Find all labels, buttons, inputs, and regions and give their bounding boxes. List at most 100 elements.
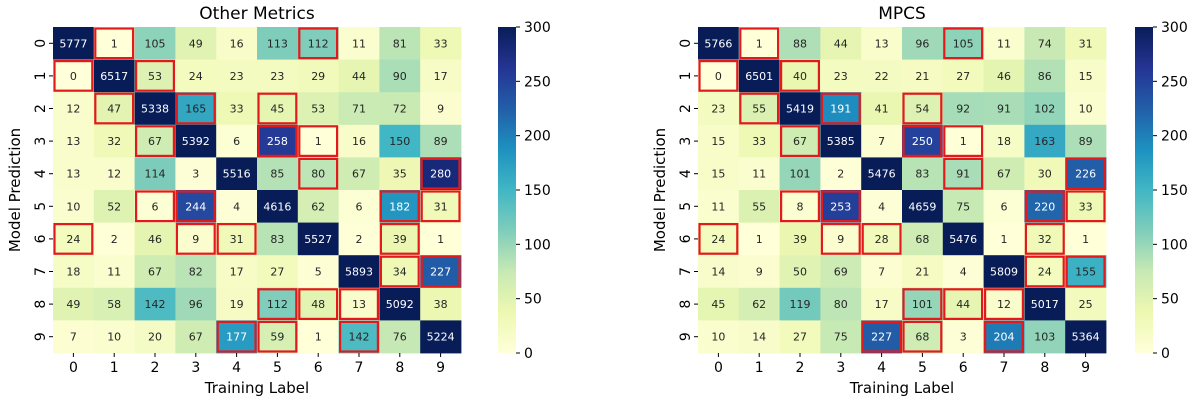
- cell-value-label: 7: [878, 135, 885, 148]
- heatmap-cell: [1024, 92, 1066, 126]
- cell-value-label: 5338: [141, 103, 169, 116]
- heatmap-cell: [134, 287, 176, 321]
- cell-value-label: 6: [152, 200, 159, 213]
- cell-value-label: 23: [230, 70, 244, 83]
- cell-value-label: 5385: [827, 135, 855, 148]
- cell-value-label: 90: [393, 70, 407, 83]
- x-tick-label: 7: [1000, 360, 1009, 376]
- cell-value-label: 67: [148, 266, 162, 279]
- heatmap-cell: [379, 27, 421, 60]
- cell-value-label: 11: [752, 168, 766, 181]
- cell-value-label: 9: [437, 103, 444, 116]
- x-tick-label: 6: [959, 360, 968, 376]
- heatmap-cell: [983, 287, 1025, 321]
- heatmap-cell: [216, 287, 258, 321]
- highlight-box: [902, 288, 943, 320]
- cell-value-label: 10: [711, 331, 725, 344]
- heatmap-cell: [902, 92, 944, 126]
- heatmap-cell: [93, 190, 135, 223]
- cell-value-label: 47: [107, 103, 121, 116]
- heatmap-cell: [861, 190, 903, 223]
- heatmap-cell: [420, 287, 462, 321]
- heatmap-cell: [738, 287, 780, 321]
- heatmap-cell: [379, 222, 421, 256]
- cell-value-label: 6501: [745, 70, 773, 83]
- cell-value-label: 258: [267, 135, 288, 148]
- cell-value-label: 32: [1038, 233, 1052, 246]
- heatmap-cell: [738, 124, 780, 158]
- cell-value-label: 226: [1075, 168, 1096, 181]
- cell-value-label: 45: [270, 103, 284, 116]
- x-tick-label: 1: [755, 360, 764, 376]
- cell-value-label: 24: [66, 233, 80, 246]
- y-tick-label: 4: [678, 169, 694, 178]
- cell-value-label: 82: [189, 266, 203, 279]
- heatmap-cell: [420, 190, 462, 223]
- cell-value-label: 2: [356, 233, 363, 246]
- highlight-box: [698, 59, 739, 92]
- heatmap-cell: [257, 320, 299, 354]
- colorbar-tick-label: 100: [524, 237, 551, 253]
- colorbar-tick-label: 250: [524, 74, 551, 90]
- colorbar-tick-label: 100: [1161, 237, 1188, 253]
- x-tick-label: 3: [836, 360, 845, 376]
- heatmap-cell: [902, 59, 944, 93]
- heatmap-cell: [861, 92, 903, 126]
- cell-value-label: 12: [66, 103, 80, 116]
- highlight-box: [175, 92, 216, 125]
- cell-value-label: 220: [1034, 200, 1055, 213]
- heatmap-cell: [93, 27, 135, 60]
- cell-value-label: 67: [189, 331, 203, 344]
- heatmap-cell: [93, 157, 135, 191]
- cell-value-label: 9: [837, 233, 844, 246]
- highlight-box: [175, 223, 216, 255]
- x-tick-label: 0: [69, 360, 78, 376]
- heatmap-cell: [175, 190, 217, 223]
- colorbar: [498, 27, 516, 353]
- cell-value-label: 67: [352, 168, 366, 181]
- cell-value-label: 2: [111, 233, 118, 246]
- cell-value-label: 5777: [59, 37, 87, 50]
- highlight-box: [298, 27, 339, 60]
- heatmap-cell: [216, 320, 258, 354]
- heatmap-cell: [983, 92, 1025, 126]
- cell-value-label: 23: [270, 70, 284, 83]
- cell-value-label: 67: [997, 168, 1011, 181]
- cell-value-label: 24: [1038, 266, 1052, 279]
- heatmap-cell: [1065, 92, 1107, 126]
- heatmap-cell: [338, 59, 380, 93]
- heatmap-cell: [1024, 157, 1066, 191]
- cell-value-label: 101: [790, 168, 811, 181]
- heatmap-cell: [1065, 255, 1107, 289]
- cell-value-label: 38: [434, 298, 448, 311]
- heatmap-cell: [134, 59, 176, 93]
- highlight-box: [1024, 255, 1065, 288]
- cell-value-label: 0: [70, 70, 77, 83]
- heatmap-cell: [738, 255, 780, 289]
- heatmap-cell: [257, 287, 299, 321]
- heatmap-cell: [779, 157, 821, 191]
- cell-value-label: 58: [107, 298, 121, 311]
- cell-value-label: 23: [834, 70, 848, 83]
- cell-value-label: 10: [107, 331, 121, 344]
- heatmap-cell: [1065, 157, 1107, 191]
- cell-value-label: 280: [430, 168, 451, 181]
- cell-value-label: 28: [875, 233, 889, 246]
- x-tick-label: 9: [1081, 360, 1090, 376]
- heatmap-cell: [379, 190, 421, 223]
- cell-value-label: 17: [875, 298, 889, 311]
- heatmap-cell: [698, 124, 740, 158]
- cell-value-label: 163: [1034, 135, 1055, 148]
- heatmap-cell: [93, 255, 135, 289]
- heatmap-cell: [379, 287, 421, 321]
- heatmap-cell: [820, 190, 862, 223]
- cell-value-label: 85: [270, 168, 284, 181]
- highlight-box: [298, 125, 339, 158]
- heatmap-cell: [338, 27, 380, 60]
- heatmap-cell: [134, 255, 176, 289]
- cell-value-label: 7: [878, 266, 885, 279]
- cell-value-label: 4659: [908, 200, 936, 213]
- heatmap-cell: [942, 124, 984, 158]
- heatmap-cell: [420, 92, 462, 126]
- cell-value-label: 13: [66, 168, 80, 181]
